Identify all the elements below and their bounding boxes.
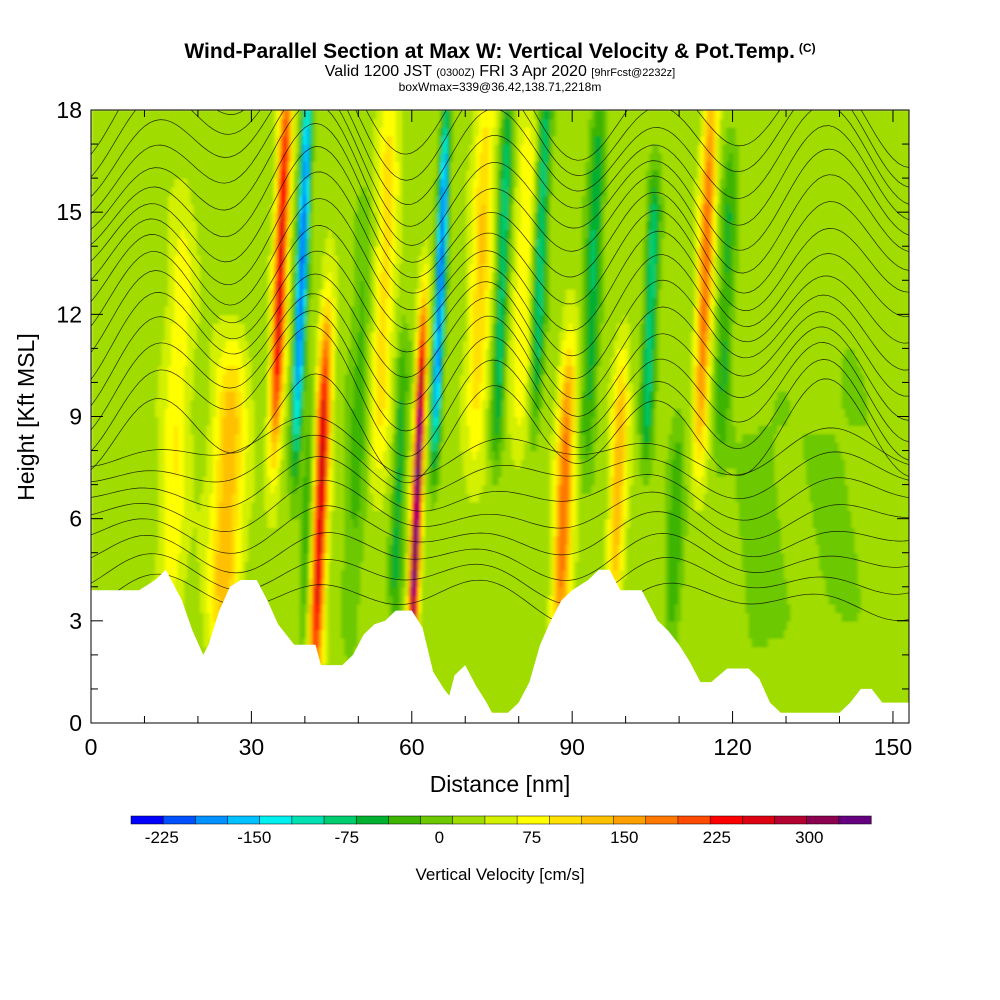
colorbar-swatch [549, 815, 582, 825]
isentrope-line [91, 456, 909, 521]
isentrope-line [91, 415, 909, 477]
colorbar-tick-label: 225 [703, 828, 731, 847]
isentrope-line [91, 532, 909, 581]
box-info-line: boxWmax=339@36.42,138.71,2218m [398, 80, 602, 94]
colorbar-tick-label: 75 [522, 828, 541, 847]
isentrope-line [91, 273, 909, 400]
y-tick-label: 3 [69, 608, 82, 634]
colorbar-tick-label: 150 [610, 828, 638, 847]
colorbar-swatch [130, 815, 164, 825]
colorbar-swatch [291, 815, 325, 825]
terrain-mask [91, 569, 909, 723]
isentrope-line [91, 373, 909, 484]
isentrope-line [91, 553, 909, 605]
colorbar-tick-label: -150 [237, 828, 271, 847]
colorbar-swatch [516, 815, 550, 825]
isentrope-line [91, 293, 909, 421]
x-tick-label: 90 [559, 734, 585, 760]
x-tick-label: 60 [399, 734, 425, 760]
isentrope-line [91, 479, 909, 540]
isentrope-line [91, 110, 909, 188]
colorbar-swatch [452, 815, 486, 825]
x-axis-label: Distance [nm] [430, 771, 571, 797]
colorbar: -225 -150 -75 0 75 150 225 300 [130, 815, 872, 847]
colorbar-swatch [709, 815, 743, 825]
x-tick-label: 30 [239, 734, 265, 760]
colorbar-swatch [388, 815, 422, 825]
chart-title: Wind-Parallel Section at Max W: Vertical… [184, 40, 816, 63]
x-tick-label: 150 [874, 734, 912, 760]
colorbar-label: Vertical Velocity [cm/s] [415, 865, 584, 884]
colorbar-swatch [838, 815, 872, 825]
colorbar-swatch [645, 815, 679, 825]
isentrope-line [91, 171, 909, 311]
isentrope-line [91, 225, 909, 357]
colorbar-tick-label: 300 [795, 828, 823, 847]
y-tick-label: 9 [69, 404, 82, 430]
colorbar-swatch [195, 815, 229, 825]
y-axis: 0 3 6 9 12 15 18 [56, 97, 909, 736]
colorbar-tick-label: 0 [435, 828, 444, 847]
isentrope-line [91, 146, 909, 294]
y-axis-label: Height [Kft MSL] [13, 333, 39, 500]
colorbar-swatch [323, 815, 357, 825]
potential-temperature-contours [91, 110, 909, 627]
isentrope-line [91, 123, 909, 274]
y-tick-label: 12 [56, 301, 82, 327]
colorbar-swatch [259, 815, 293, 825]
x-tick-label: 120 [713, 734, 751, 760]
colorbar-swatch [581, 815, 615, 825]
x-tick-label: 0 [85, 734, 98, 760]
colorbar-swatch [613, 815, 647, 825]
x-axis: 0 30 60 90 120 150 [85, 110, 912, 760]
colorbar-swatch [484, 815, 518, 825]
chart-title-block: Wind-Parallel Section at Max W: Vertical… [0, 36, 1000, 94]
plot-area [90, 109, 910, 724]
valid-time-line: Valid 1200 JST (0300Z) FRI 3 Apr 2020 [9… [324, 63, 676, 80]
isentrope-line [91, 250, 909, 379]
colorbar-tick-label: -225 [145, 828, 179, 847]
colorbar-swatch [162, 815, 196, 825]
colorbar-swatch [774, 815, 808, 825]
isentrope-line [91, 505, 909, 558]
colorbar-swatch [420, 815, 454, 825]
y-tick-label: 6 [69, 506, 82, 532]
colorbar-swatch [677, 815, 711, 825]
colorbar-tick-label: -75 [335, 828, 360, 847]
colorbar-swatch [355, 815, 389, 825]
colorbar-swatch [227, 815, 261, 825]
colorbar-swatch [806, 815, 840, 825]
isentrope-line [91, 310, 909, 443]
isentrope-line [91, 110, 909, 227]
colorbar-swatch [742, 815, 776, 825]
isentrope-line [91, 110, 909, 251]
isentrope-line [91, 110, 909, 168]
y-tick-label: 15 [56, 199, 82, 225]
isentrope-line [91, 198, 909, 331]
y-tick-label: 0 [69, 710, 82, 736]
isentrope-line [91, 325, 909, 461]
y-tick-label: 18 [56, 97, 82, 123]
isentrope-line [91, 434, 909, 500]
